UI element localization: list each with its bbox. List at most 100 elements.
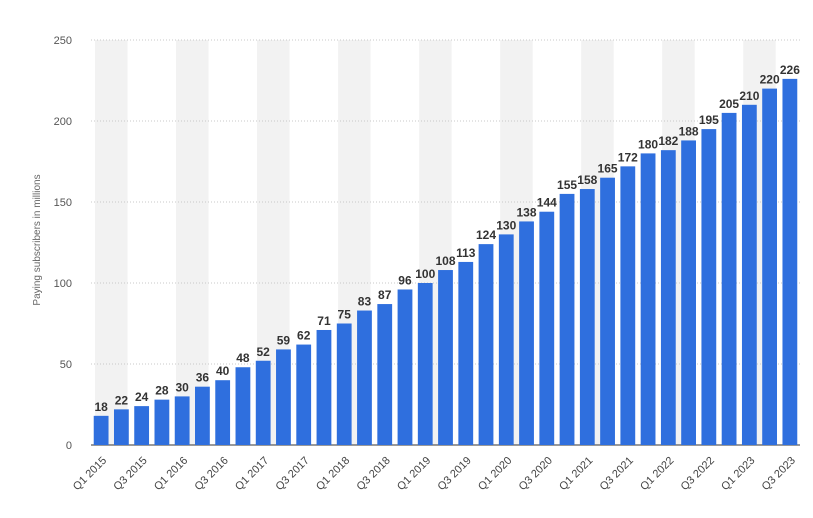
x-tick-label: Q3 2021: [598, 455, 636, 493]
data-label: 182: [658, 134, 678, 148]
bar: [195, 386, 210, 445]
bar: [600, 177, 615, 445]
data-label: 75: [338, 308, 352, 322]
bar: [478, 244, 494, 445]
bar: [782, 78, 798, 445]
data-label: 62: [297, 329, 311, 343]
background-band: [176, 40, 209, 445]
data-label: 83: [358, 295, 372, 309]
y-tick-label: 50: [60, 359, 72, 371]
x-tick-label: Q1 2022: [638, 455, 676, 493]
data-label: 158: [577, 173, 597, 187]
bar: [438, 270, 453, 445]
x-tick-label: Q3 2019: [436, 455, 474, 493]
x-tick-label: Q1 2016: [152, 455, 190, 493]
data-label: 205: [719, 97, 739, 111]
bar: [559, 193, 575, 445]
x-tick-label: Q1 2018: [314, 455, 352, 493]
data-label: 138: [517, 205, 537, 219]
x-tick-label: Q1 2021: [557, 455, 595, 493]
bar: [762, 88, 778, 445]
x-tick-label: Q3 2016: [192, 455, 230, 493]
x-tick-label: Q1 2017: [233, 455, 271, 493]
bar: [640, 153, 656, 445]
bar: [316, 329, 332, 445]
x-tick-label: Q3 2020: [517, 455, 555, 493]
bar: [174, 396, 190, 445]
x-tick-label: Q3 2022: [679, 455, 717, 493]
bar: [681, 140, 696, 445]
x-tick-label: Q3 2023: [760, 455, 798, 493]
bar: [741, 104, 757, 446]
bar: [579, 189, 595, 445]
data-label: 52: [257, 345, 271, 359]
data-label: 36: [196, 371, 210, 385]
y-axis-label: Paying subscribers in millions: [32, 174, 43, 305]
y-tick-label: 0: [66, 440, 72, 452]
bar: [276, 349, 291, 445]
data-label: 195: [699, 113, 719, 127]
y-axis-ticks: 0 50 100 150 200 250: [54, 35, 72, 452]
bar: [134, 406, 150, 445]
bar: [235, 367, 251, 445]
bar: [357, 310, 372, 445]
bar: [154, 399, 170, 445]
bar: [377, 304, 393, 445]
x-tick-label: Q3 2018: [355, 455, 393, 493]
data-label: 22: [115, 393, 129, 407]
bars: [93, 78, 798, 446]
bar: [397, 289, 413, 445]
data-label: 108: [435, 254, 455, 268]
data-label: 59: [277, 333, 291, 347]
bar: [519, 221, 534, 445]
bar: [417, 283, 433, 445]
bar: [498, 234, 514, 445]
x-tick-label: Q1 2015: [71, 455, 109, 493]
data-label: 100: [415, 267, 435, 281]
data-label: 40: [216, 364, 230, 378]
data-label: 71: [317, 314, 331, 328]
y-tick-label: 150: [54, 197, 72, 209]
data-label: 24: [135, 390, 149, 404]
data-label: 188: [679, 124, 699, 138]
bar: [215, 380, 231, 445]
data-label: 96: [398, 273, 412, 287]
data-label: 226: [780, 63, 800, 77]
data-label: 48: [236, 351, 250, 365]
bar: [539, 211, 555, 445]
data-label: 165: [598, 162, 618, 176]
bar: [113, 409, 129, 445]
data-label: 172: [618, 150, 638, 164]
x-tick-label: Q1 2019: [395, 455, 433, 493]
data-label: 210: [739, 89, 759, 103]
data-label: 130: [496, 218, 516, 232]
bar: [255, 360, 271, 445]
bar: [458, 261, 474, 445]
data-label: 220: [760, 73, 780, 87]
data-label: 28: [155, 384, 169, 398]
y-tick-label: 200: [54, 116, 72, 128]
y-tick-label: 100: [54, 278, 72, 290]
y-tick-label: 250: [54, 35, 72, 47]
x-tick-label: Q3 2015: [111, 455, 149, 493]
x-tick-label: Q3 2017: [273, 455, 311, 493]
bar: [701, 129, 717, 445]
data-label: 87: [378, 288, 392, 302]
x-axis-ticks: Q1 2015 Q3 2015 Q1 2016 Q3 2016 Q1 2017 Q3 20…: [71, 455, 798, 493]
bar: [620, 166, 636, 446]
data-labels: 18 22 24 28 30 36 40 48 52 59 62 71 75 83 87 96 10010811…: [94, 63, 800, 414]
data-label: 18: [94, 400, 108, 414]
data-label: 30: [175, 380, 189, 394]
data-label: 124: [476, 228, 496, 242]
x-tick-label: Q1 2020: [476, 455, 514, 493]
bar: [296, 344, 312, 445]
background-band: [95, 40, 128, 445]
data-label: 155: [557, 178, 577, 192]
bar: [336, 323, 352, 445]
bar: [721, 112, 737, 446]
data-label: 113: [456, 246, 476, 260]
bar: [93, 415, 109, 445]
x-tick-label: Q1 2023: [719, 455, 757, 493]
